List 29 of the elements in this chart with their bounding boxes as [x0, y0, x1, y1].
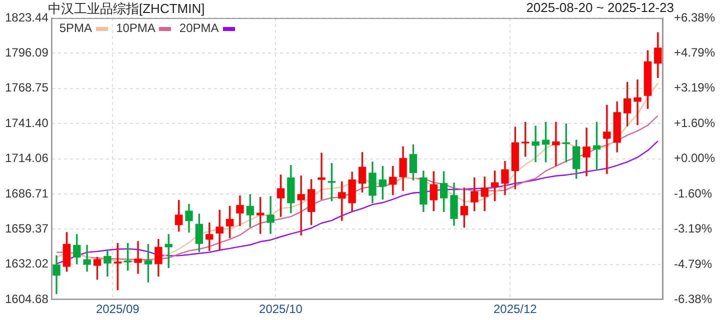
y-tick-label: 1686.71 — [4, 186, 49, 200]
x-tick-label: 2025/12 — [493, 302, 538, 316]
y-tick-label: 1604.68 — [4, 292, 49, 306]
x-tick-label: 2025/09 — [96, 302, 140, 316]
candlestick — [256, 197, 264, 234]
y-tick-label: 1632.02 — [4, 256, 49, 271]
y-tick-label: 1768.75 — [4, 80, 49, 95]
legend-label: 5PMA — [59, 21, 92, 35]
y-tick-label: 1823.44 — [4, 10, 49, 24]
y-tick-label: 1741.40 — [4, 116, 49, 130]
y2-tick-label: +3.19% — [674, 80, 716, 95]
chart-title: 中汉工业品综指[ZHCTMIN] — [48, 0, 205, 18]
y2-tick-label: -1.60% — [674, 186, 712, 200]
legend-label: 20PMA — [179, 21, 219, 35]
y-tick-label: 1796.09 — [4, 46, 49, 60]
candlestick — [328, 163, 336, 202]
y2-tick-label: +1.60% — [674, 116, 716, 130]
y2-tick-label: +4.79% — [674, 45, 716, 60]
candlestick — [522, 122, 530, 157]
x-tick-label: 2025/10 — [259, 302, 303, 316]
y2-tick-label: +0.00% — [674, 151, 716, 166]
y-tick-label: 1659.37 — [4, 222, 49, 236]
legend-label: 10PMA — [116, 21, 156, 35]
y-tick-label: 1714.06 — [4, 151, 49, 166]
y2-tick-label: -4.79% — [674, 256, 712, 271]
y2-tick-label: -6.38% — [674, 292, 712, 306]
y2-tick-label: +6.38% — [674, 10, 716, 24]
text: 2025-08-20 ~ 2025-12-23 — [526, 0, 674, 15]
y2-tick-label: -3.19% — [674, 222, 712, 236]
